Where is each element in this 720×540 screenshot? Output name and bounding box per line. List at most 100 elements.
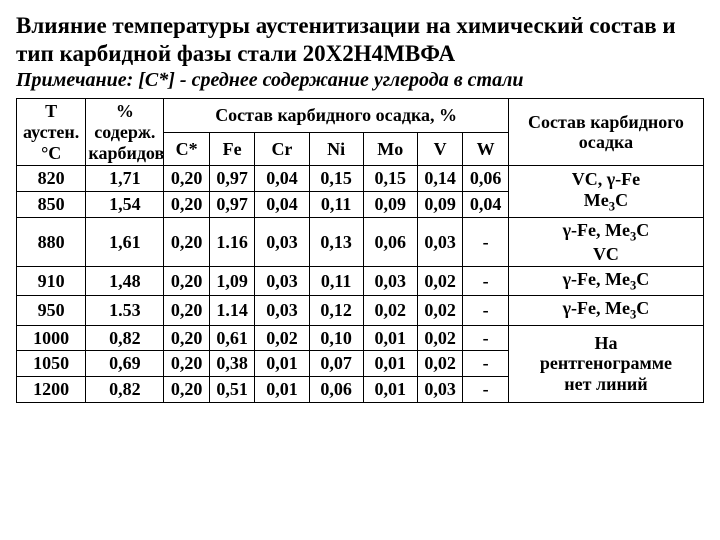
cell-fe: 0,97 <box>209 166 255 192</box>
cell-mo: 0,01 <box>363 325 417 351</box>
phase-text: рентгенограмме <box>540 353 672 373</box>
cell-temp: 820 <box>17 166 86 192</box>
cell-phase: γ-Fe, Me3C VC <box>508 217 703 267</box>
cell-w: 0,06 <box>463 166 509 192</box>
table-row: 910 1,48 0,20 1,09 0,03 0,11 0,03 0,02 -… <box>17 267 704 296</box>
th-mo: Mo <box>363 132 417 166</box>
cell-temp: 1000 <box>17 325 86 351</box>
cell-c: 0,20 <box>164 351 210 377</box>
phase-text: C <box>636 298 649 318</box>
phase-text: VC <box>593 244 619 264</box>
phase-text: C <box>636 269 649 289</box>
cell-cr: 0,03 <box>255 267 309 296</box>
th-ni: Ni <box>309 132 363 166</box>
cell-pc: 0,69 <box>86 351 164 377</box>
cell-cr: 0,03 <box>255 217 309 267</box>
page-title: Влияние температуры аустенитизации на хи… <box>16 12 704 67</box>
footnote: Примечание: [С*] - среднее содержание уг… <box>16 69 704 92</box>
cell-mo: 0,15 <box>363 166 417 192</box>
cell-w: - <box>463 351 509 377</box>
cell-fe: 0,97 <box>209 191 255 217</box>
th-composition-group: Состав карбидного осадка, % <box>164 99 509 133</box>
cell-w: - <box>463 296 509 325</box>
phase-text: нет линий <box>564 374 647 394</box>
cell-fe: 1.14 <box>209 296 255 325</box>
cell-cr: 0,01 <box>255 351 309 377</box>
phase-text: Me <box>584 190 609 210</box>
cell-cr: 0,01 <box>255 376 309 402</box>
cell-temp: 910 <box>17 267 86 296</box>
cell-c: 0,20 <box>164 296 210 325</box>
table-row: 820 1,71 0,20 0,97 0,04 0,15 0,15 0,14 0… <box>17 166 704 192</box>
cell-pc: 1,61 <box>86 217 164 267</box>
cell-ni: 0,15 <box>309 166 363 192</box>
cell-fe: 0,51 <box>209 376 255 402</box>
th-cr: Cr <box>255 132 309 166</box>
cell-mo: 0,02 <box>363 296 417 325</box>
cell-pc: 0,82 <box>86 325 164 351</box>
cell-pc: 0,82 <box>86 376 164 402</box>
cell-w: - <box>463 267 509 296</box>
th-c: C* <box>164 132 210 166</box>
cell-w: 0,04 <box>463 191 509 217</box>
th-percent: % содерж. карбидов <box>86 99 164 166</box>
cell-fe: 0,38 <box>209 351 255 377</box>
table-row: 1000 0,82 0,20 0,61 0,02 0,10 0,01 0,02 … <box>17 325 704 351</box>
phase-text: γ-Fe, Me <box>563 269 630 289</box>
cell-temp: 850 <box>17 191 86 217</box>
cell-c: 0,20 <box>164 166 210 192</box>
cell-pc: 1.53 <box>86 296 164 325</box>
cell-ni: 0,11 <box>309 191 363 217</box>
cell-mo: 0,03 <box>363 267 417 296</box>
phase-text: C <box>615 190 628 210</box>
cell-v: 0,03 <box>417 376 463 402</box>
cell-mo: 0,06 <box>363 217 417 267</box>
cell-v: 0,14 <box>417 166 463 192</box>
cell-mo: 0,09 <box>363 191 417 217</box>
cell-c: 0,20 <box>164 325 210 351</box>
th-phase: Состав карбидного осадка <box>508 99 703 166</box>
cell-phase: VC, γ-Fe Me3C <box>508 166 703 217</box>
table-row: 950 1.53 0,20 1.14 0,03 0,12 0,02 0,02 -… <box>17 296 704 325</box>
cell-mo: 0,01 <box>363 351 417 377</box>
cell-v: 0,02 <box>417 267 463 296</box>
cell-c: 0,20 <box>164 217 210 267</box>
phase-text: VC, γ-Fe <box>572 169 640 189</box>
cell-cr: 0,04 <box>255 191 309 217</box>
phase-text: γ-Fe, Me <box>563 220 630 240</box>
cell-v: 0,02 <box>417 351 463 377</box>
cell-v: 0,02 <box>417 296 463 325</box>
cell-pc: 1,54 <box>86 191 164 217</box>
cell-temp: 880 <box>17 217 86 267</box>
cell-c: 0,20 <box>164 191 210 217</box>
th-v: V <box>417 132 463 166</box>
cell-fe: 0,61 <box>209 325 255 351</box>
cell-v: 0,02 <box>417 325 463 351</box>
phase-text: C <box>636 220 649 240</box>
cell-w: - <box>463 325 509 351</box>
cell-pc: 1,71 <box>86 166 164 192</box>
cell-w: - <box>463 376 509 402</box>
th-temp: Т аустен. °С <box>17 99 86 166</box>
cell-phase: γ-Fe, Me3C <box>508 267 703 296</box>
cell-fe: 1,09 <box>209 267 255 296</box>
cell-cr: 0,02 <box>255 325 309 351</box>
cell-pc: 1,48 <box>86 267 164 296</box>
cell-cr: 0,03 <box>255 296 309 325</box>
phase-text: На <box>594 333 617 353</box>
table-row: 880 1,61 0,20 1.16 0,03 0,13 0,06 0,03 -… <box>17 217 704 267</box>
cell-ni: 0,13 <box>309 217 363 267</box>
cell-c: 0,20 <box>164 376 210 402</box>
cell-temp: 1050 <box>17 351 86 377</box>
cell-v: 0,03 <box>417 217 463 267</box>
cell-ni: 0,06 <box>309 376 363 402</box>
cell-c: 0,20 <box>164 267 210 296</box>
cell-ni: 0,07 <box>309 351 363 377</box>
cell-phase: На рентгенограмме нет линий <box>508 325 703 402</box>
th-w: W <box>463 132 509 166</box>
cell-mo: 0,01 <box>363 376 417 402</box>
cell-temp: 1200 <box>17 376 86 402</box>
phase-text: γ-Fe, Me <box>563 298 630 318</box>
cell-ni: 0,12 <box>309 296 363 325</box>
th-fe: Fe <box>209 132 255 166</box>
